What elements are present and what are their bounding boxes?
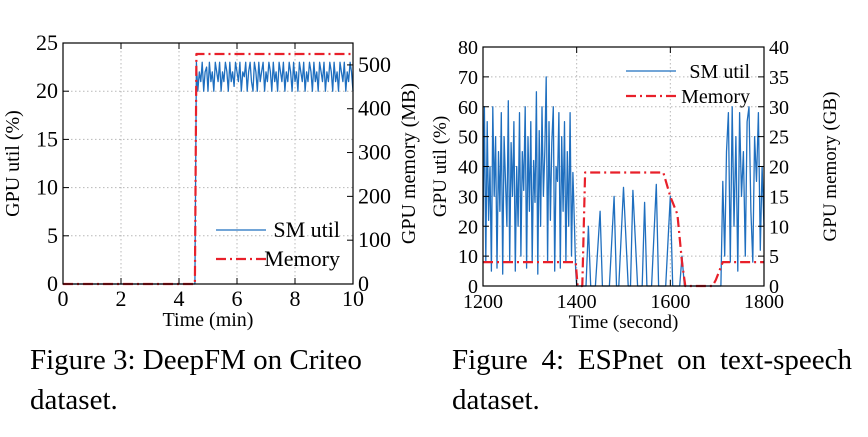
figure-4: 1200 1400 1600 1800 0 10 20 30 40 50 60 70 80 0 5 10 15 2…: [430, 0, 868, 437]
y-right-tick-label: 300: [358, 140, 391, 165]
y-left-tick-label: 20: [458, 216, 478, 238]
legend-sm-util-label: SM util: [689, 61, 750, 83]
figure-3: 0 2 4 6 8 10 0 5 10 15 20 25 0 100 200 300 400 500 Time (m…: [0, 0, 430, 437]
y-left-tick-label: 15: [36, 126, 58, 151]
x-tick-label: 1200: [463, 291, 503, 313]
y-left-tick-label: 40: [458, 157, 478, 179]
y-left-tick-label: 50: [458, 127, 478, 149]
y-right-tick-label: 400: [358, 96, 391, 121]
y-left-tick-label: 25: [36, 30, 58, 55]
y-right-tick-label: 20: [769, 157, 789, 179]
y-left-tick-label: 20: [36, 78, 58, 103]
y-right-tick-label: 0: [358, 271, 369, 296]
espnet-chart: 1200 1400 1600 1800010203040506070800510152…: [430, 37, 841, 333]
y-left-tick-label: 80: [458, 37, 478, 59]
plot-frame: [62, 42, 354, 285]
y-right-tick-label: 15: [769, 186, 789, 208]
legend-sm-util-label: SM util: [273, 217, 340, 242]
y-right-axis-label: GPU memory (MB): [398, 83, 420, 244]
y-left-tick-label: 0: [47, 271, 58, 296]
y-right-tick-label: 5: [769, 246, 779, 268]
y-right-tick-label: 35: [769, 67, 789, 89]
y-right-tick-label: 40: [769, 37, 789, 59]
x-tick-label: 10: [342, 286, 364, 311]
y-right-tick-label: 10: [769, 216, 789, 238]
x-tick-label: 6: [232, 286, 243, 311]
y-left-tick-label: 10: [458, 246, 478, 268]
y-right-tick-label: 200: [358, 183, 391, 208]
x-tick-label: 1400: [557, 291, 597, 313]
sm-util-series-line: [63, 61, 354, 285]
y-left-axis-label: GPU util (%): [2, 110, 24, 217]
x-axis-label: Time (second): [569, 312, 679, 333]
x-tick-label: 8: [290, 286, 301, 311]
figure-4-caption: Figure 4: ESPnet on text-speech dataset.: [452, 344, 852, 416]
y-left-axis-label: GPU util (%): [430, 116, 451, 217]
y-left-tick-label: 60: [458, 97, 478, 119]
x-tick-label: 2: [116, 286, 127, 311]
y-right-tick-label: 25: [769, 127, 789, 149]
legend-memory-label: Memory: [681, 86, 750, 108]
legend-memory-label: Memory: [264, 246, 340, 271]
y-right-axis-label: GPU memory (GB): [820, 92, 841, 242]
x-tick-label: 4: [174, 286, 185, 311]
y-right-tick-label: 100: [358, 227, 391, 252]
figure-3-caption: Figure 3: DeepFM on Criteo dataset.: [30, 344, 362, 416]
x-tick-label: 0: [58, 286, 69, 311]
sm-util-series-line: [482, 76, 765, 287]
y-right-tick-label: 30: [769, 97, 789, 119]
y-left-tick-label: 10: [36, 175, 58, 200]
y-right-tick-label: 500: [358, 52, 391, 77]
y-left-tick-label: 30: [458, 186, 478, 208]
y-left-tick-label: 0: [468, 276, 478, 298]
memory-series-line: [483, 171, 764, 288]
y-left-tick-label: 70: [458, 67, 478, 89]
y-right-tick-label: 0: [769, 276, 779, 298]
x-axis-label: Time (min): [163, 309, 254, 331]
x-tick-label: 1800: [744, 291, 784, 313]
y-left-tick-label: 5: [47, 223, 58, 248]
x-tick-label: 1600: [650, 291, 690, 313]
